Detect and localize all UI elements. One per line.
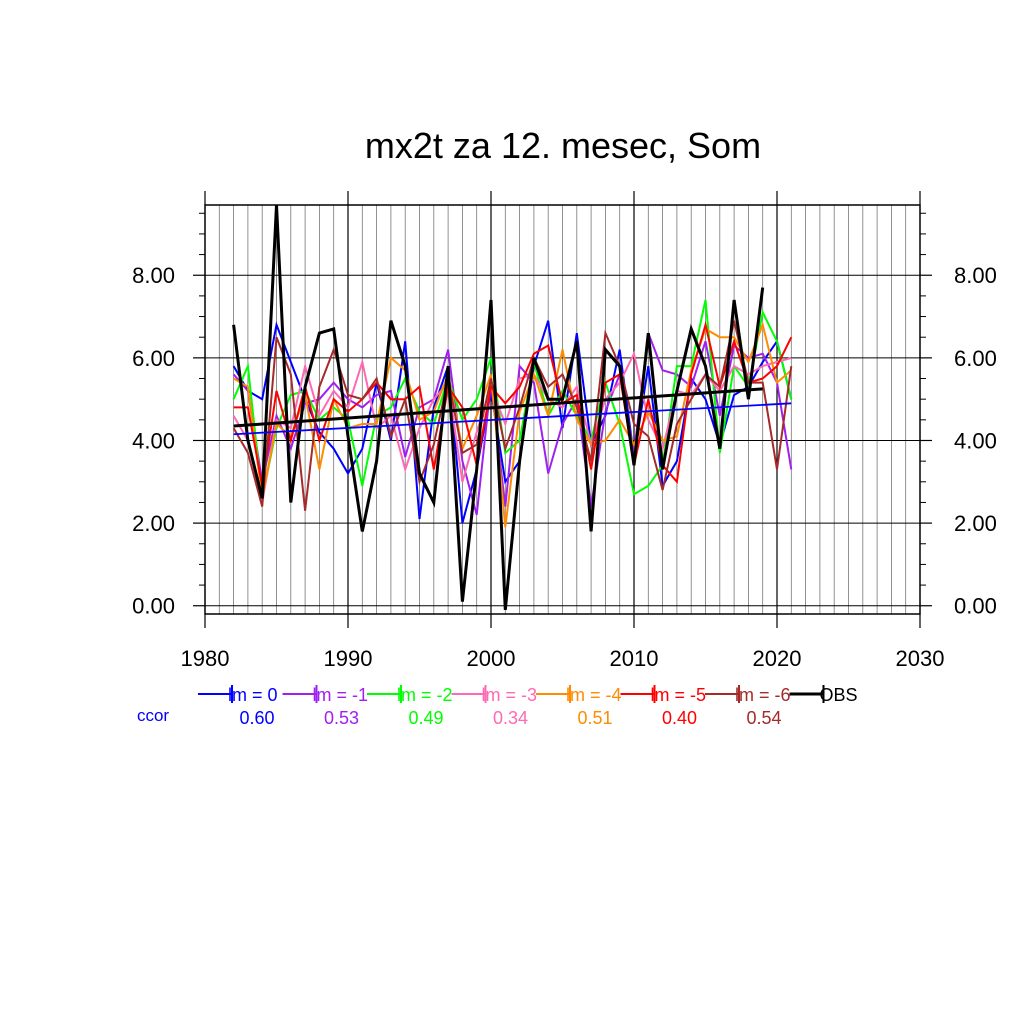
series-lines	[232, 204, 793, 611]
y-tick-label-left: 4.00	[132, 428, 175, 453]
series-line-7	[232, 204, 765, 611]
x-tick-label: 1980	[181, 646, 230, 671]
ccor-value-1: 0.53	[324, 708, 359, 728]
series-line-6	[232, 320, 793, 511]
legend-label-4: lm = -4	[566, 685, 622, 705]
y-tick-label-right: 0.00	[954, 594, 997, 619]
series-line-1	[232, 332, 793, 516]
legend-label-2: lm = -2	[397, 685, 453, 705]
ccor-value-6: 0.54	[746, 708, 781, 728]
ccor-value-5: 0.40	[662, 708, 697, 728]
plot-frame	[204, 204, 921, 615]
ccor-value-0: 0.60	[239, 708, 274, 728]
ccor-value-2: 0.49	[408, 708, 443, 728]
y-tick-label-left: 2.00	[132, 511, 175, 536]
x-tick-label: 2020	[753, 646, 802, 671]
legend-label-7: OBS	[820, 685, 858, 705]
x-tick-label: 2000	[467, 646, 516, 671]
grid	[205, 205, 920, 614]
y-tick-label-left: 0.00	[132, 594, 175, 619]
x-tick-label: 2010	[610, 646, 659, 671]
ccor-value-3: 0.34	[493, 708, 528, 728]
y-tick-label-right: 4.00	[954, 428, 997, 453]
axes: 1980 1990 2000 2010 2020 2030 0.00 0.00 2.00 2.00…	[132, 191, 997, 671]
legend-label-1: lm = -1	[313, 685, 369, 705]
legend: lm = 0 0.60 lm = -1 0.53 lm = -2 0.49 lm = -3 0…	[198, 685, 858, 728]
legend-label-3: lm = -3	[482, 685, 538, 705]
trend-line-7	[233, 387, 763, 428]
ccor-label: ccor	[137, 706, 169, 725]
legend-label-0: lm = 0	[228, 685, 278, 705]
y-tick-label-left: 8.00	[132, 263, 175, 288]
x-tick-label: 1990	[324, 646, 373, 671]
y-tick-label-right: 2.00	[954, 511, 997, 536]
y-tick-label-right: 6.00	[954, 346, 997, 371]
series-line-2	[232, 299, 793, 499]
chart-title: mx2t za 12. mesec, Som	[365, 125, 761, 166]
y-tick-label-left: 6.00	[132, 346, 175, 371]
legend-label-5: lm = -5	[651, 685, 707, 705]
trend-line-0	[233, 402, 792, 436]
y-tick-label-right: 8.00	[954, 263, 997, 288]
legend-label-6: lm = -6	[735, 685, 791, 705]
series-line-3	[232, 350, 792, 503]
trend-lines	[233, 387, 792, 436]
ccor-value-4: 0.51	[577, 708, 612, 728]
x-tick-label: 2030	[896, 646, 945, 671]
